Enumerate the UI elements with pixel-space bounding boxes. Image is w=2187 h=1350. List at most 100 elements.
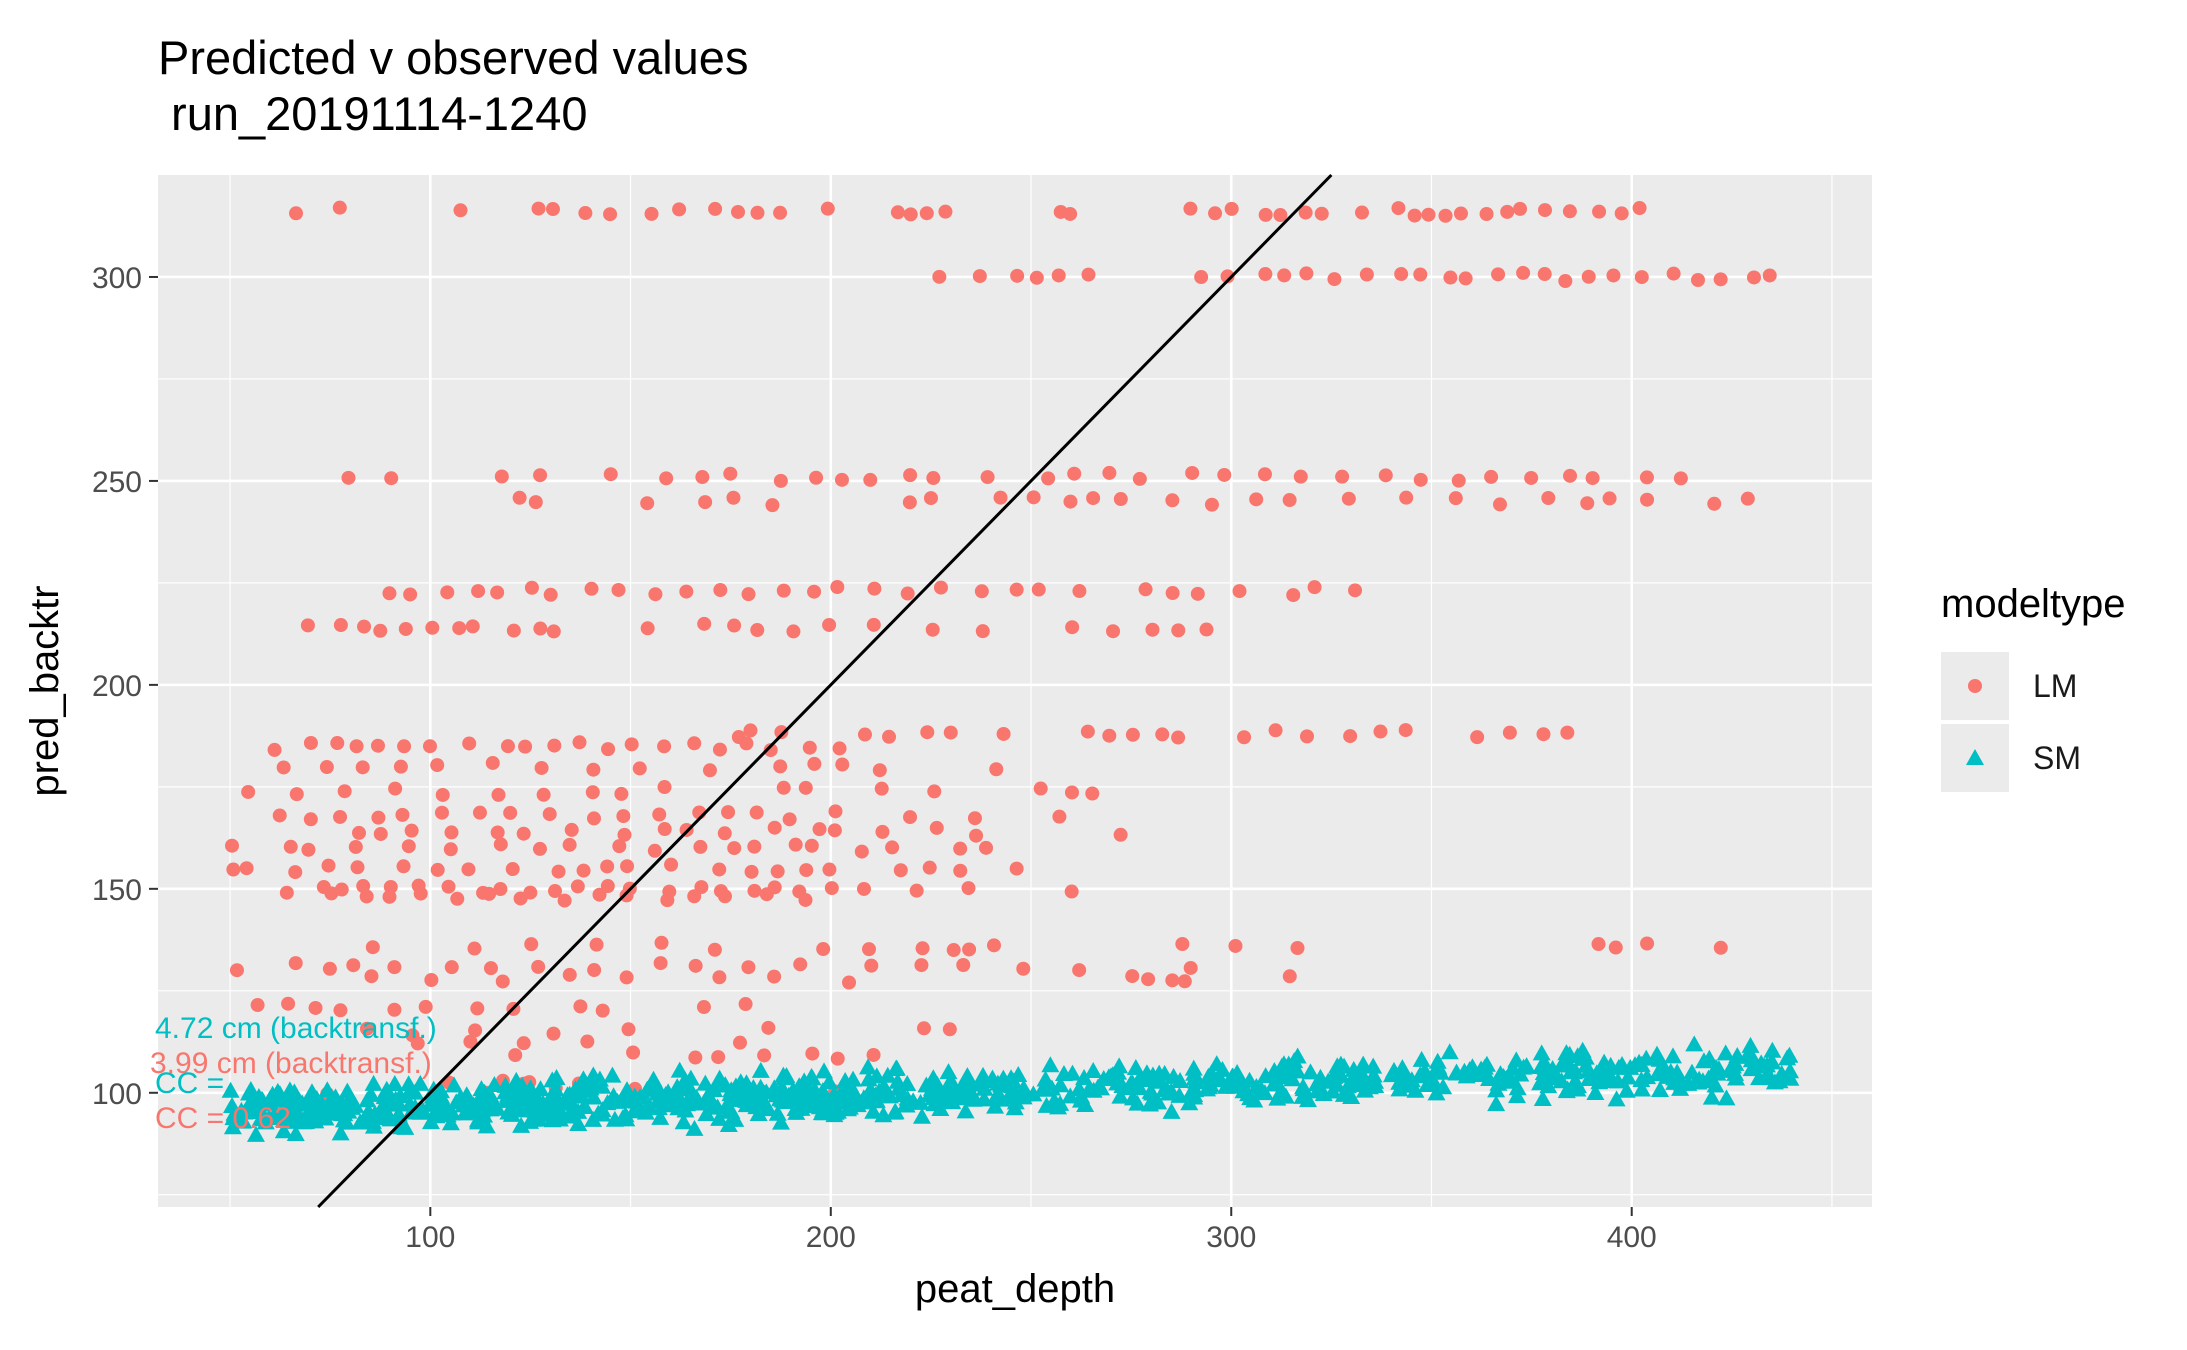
lm-point — [882, 729, 897, 744]
lm-point — [614, 786, 629, 801]
lm-point — [640, 621, 655, 636]
lm-point — [664, 857, 679, 872]
x-tick-label: 400 — [1607, 1221, 1657, 1254]
lm-point — [324, 886, 339, 901]
lm-point — [864, 958, 879, 973]
lm-point — [1500, 204, 1515, 219]
sm-point — [1016, 1085, 1035, 1102]
sm-point — [273, 1107, 292, 1124]
sm-point — [1245, 1091, 1264, 1108]
sm-point — [1412, 1050, 1431, 1067]
sm-point — [399, 1075, 418, 1092]
lm-point — [732, 1035, 747, 1050]
sm-point — [926, 1086, 945, 1103]
lm-point — [505, 862, 520, 877]
lm-point — [1378, 468, 1393, 483]
lm-point — [1026, 490, 1041, 505]
sm-point — [1338, 1077, 1357, 1094]
sm-point — [472, 1101, 491, 1118]
lm-point — [351, 825, 366, 840]
lm-point — [603, 207, 618, 222]
sm-point — [1288, 1047, 1307, 1064]
sm-point — [1632, 1071, 1651, 1088]
lm-point — [1165, 973, 1180, 988]
sm-point — [392, 1118, 411, 1135]
lm-point — [359, 1021, 374, 1036]
sm-point — [844, 1070, 863, 1087]
lm-point — [532, 841, 547, 856]
lm-point — [822, 617, 837, 632]
lm-point — [1106, 624, 1121, 639]
lm-point — [807, 584, 822, 599]
lm-point — [1033, 781, 1048, 796]
sm-point — [1076, 1095, 1095, 1112]
lm-point — [713, 583, 728, 598]
sm-point — [885, 1103, 904, 1120]
sm-point — [1592, 1060, 1611, 1077]
lm-point — [856, 881, 871, 896]
lm-point — [1537, 267, 1552, 282]
lm-point — [712, 742, 727, 757]
lm-point — [927, 784, 942, 799]
lm-point — [1746, 270, 1761, 285]
lm-point — [731, 204, 746, 219]
lm-point — [1592, 204, 1607, 219]
lm-point — [1516, 265, 1531, 280]
lm-point — [533, 621, 548, 636]
lm-point — [1391, 201, 1406, 216]
lm-point — [1541, 490, 1556, 505]
sm-point — [1110, 1057, 1129, 1074]
lm-point — [611, 582, 626, 597]
sm-point — [1041, 1056, 1060, 1073]
sm-point — [1507, 1051, 1526, 1068]
lm-point — [619, 888, 634, 903]
lm-point — [972, 269, 987, 284]
lm-point — [1373, 724, 1388, 739]
sm-point — [970, 1075, 989, 1092]
lm-point — [640, 496, 655, 511]
lm-point — [1343, 729, 1358, 744]
lm-point — [961, 881, 976, 896]
lm-point — [1580, 496, 1595, 511]
lm-point — [1341, 491, 1356, 506]
lm-point — [776, 583, 791, 598]
lm-point — [373, 623, 388, 638]
sm-point — [1690, 1070, 1709, 1087]
lm-point — [798, 780, 813, 795]
sm-point — [1532, 1044, 1551, 1061]
annotation-text: 4.72 cm (backtransf.) — [155, 1012, 437, 1045]
sm-point — [696, 1074, 715, 1091]
lm-point — [1453, 206, 1468, 221]
lm-point — [281, 996, 296, 1011]
lm-point — [757, 1048, 772, 1063]
annotation-text: CC = 0.62 — [155, 1102, 291, 1135]
lm-point — [557, 893, 572, 908]
lm-point — [350, 860, 365, 875]
lm-point — [403, 587, 418, 602]
lm-point — [956, 957, 971, 972]
lm-point — [1448, 491, 1463, 506]
sm-point — [1266, 1072, 1285, 1089]
sm-point — [662, 1096, 681, 1113]
lm-point — [632, 761, 647, 776]
lm-point — [516, 826, 531, 841]
sm-point — [605, 1110, 624, 1127]
lm-point — [1102, 465, 1117, 480]
lm-point — [861, 942, 876, 957]
lm-point — [1673, 471, 1688, 486]
lm-point — [322, 961, 337, 976]
lm-point — [909, 883, 924, 898]
y-tick-label: 150 — [92, 874, 142, 907]
y-tick-label: 300 — [92, 262, 142, 295]
sm-point — [338, 1082, 357, 1099]
lm-point — [915, 941, 930, 956]
lm-point — [603, 467, 618, 482]
lm-point — [226, 862, 241, 877]
sm-point — [1741, 1036, 1760, 1053]
lm-point — [1640, 936, 1655, 951]
lm-point — [382, 889, 397, 904]
sm-point — [1325, 1067, 1344, 1084]
lm-point — [355, 760, 370, 775]
sm-point — [1080, 1080, 1099, 1097]
lm-point — [914, 958, 929, 973]
